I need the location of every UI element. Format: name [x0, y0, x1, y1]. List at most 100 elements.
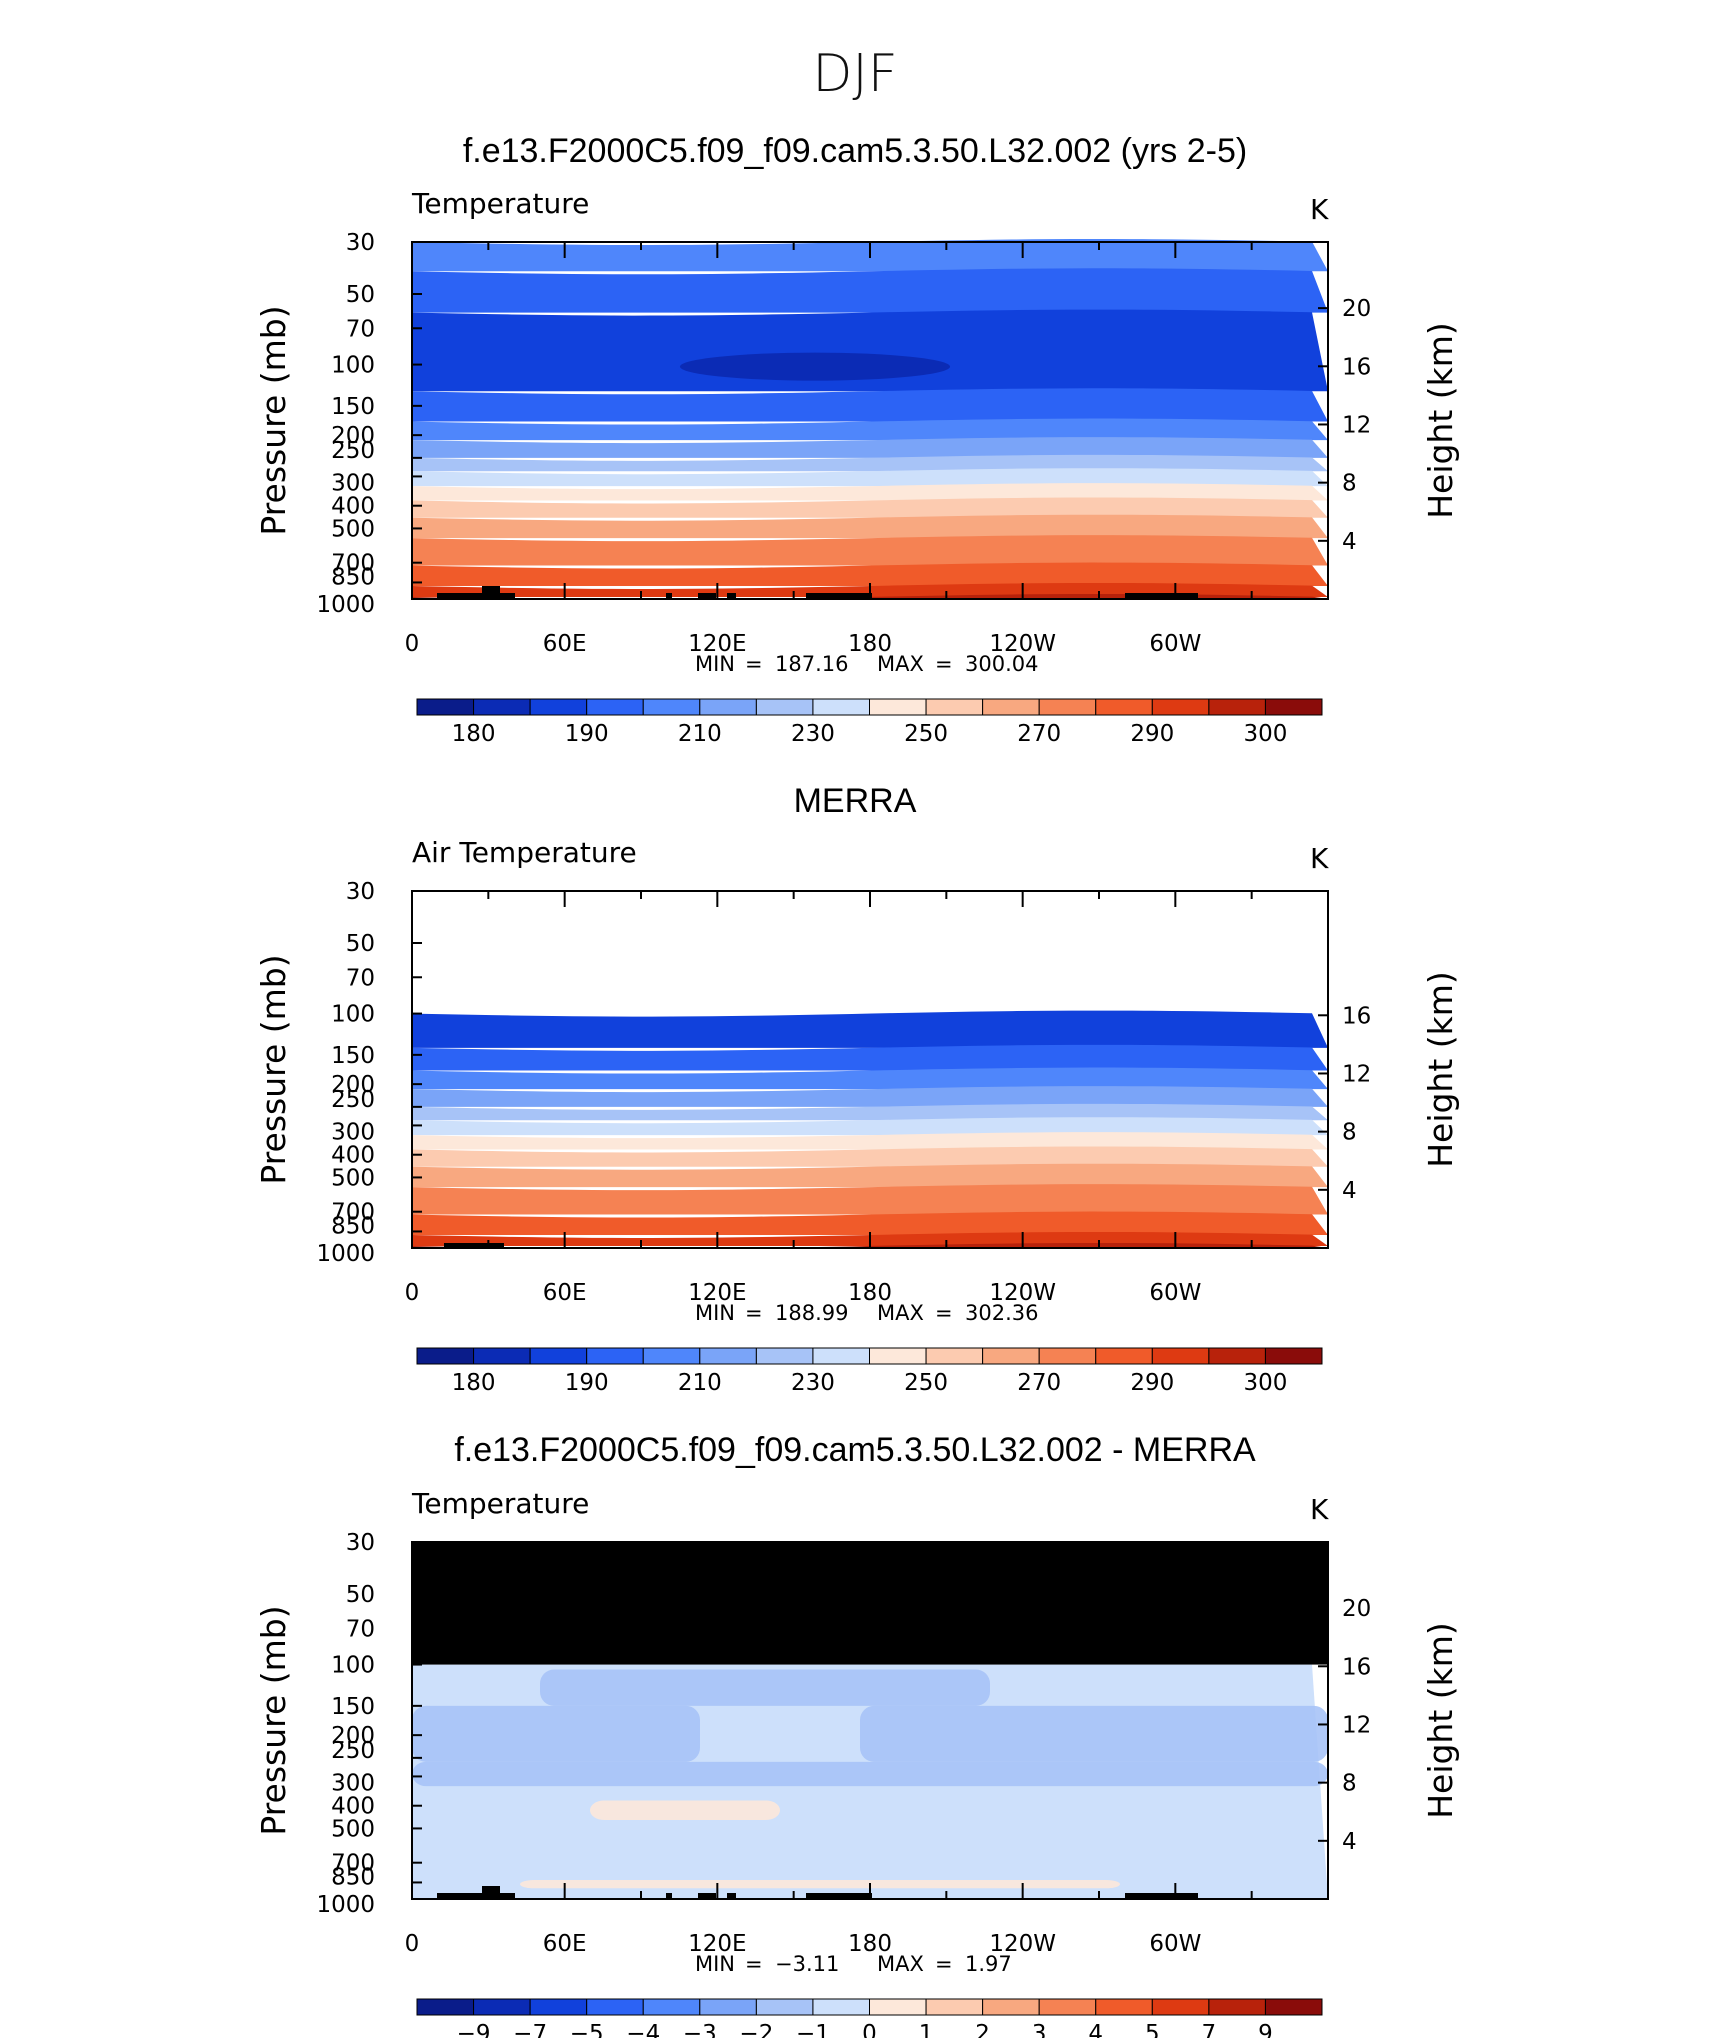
y2-tick-label: 8 [1342, 1771, 1357, 1797]
x-tick-label: 120W [989, 1931, 1056, 1957]
y-tick-label: 850 [331, 1864, 375, 1890]
stat-max-label: MAX [877, 652, 924, 676]
contour-band [412, 468, 1328, 487]
y-tick-label: 30 [346, 879, 375, 905]
colorbar-label: 210 [678, 1370, 722, 1396]
terrain-block [698, 593, 716, 599]
colorbar-box [529, 1998, 588, 2016]
x-tick-label: 120E [688, 1931, 746, 1957]
contour-band [412, 1132, 1328, 1150]
y-tick-label: 1000 [316, 1892, 375, 1918]
y-tick-label: 700 [331, 1200, 375, 1226]
units-label: K [1310, 193, 1329, 226]
y-tick-label: 100 [331, 1002, 375, 1028]
y2-axis-label: Height (km) [1421, 322, 1460, 519]
y2-tick-label: 20 [1342, 296, 1371, 322]
contour-band [412, 1044, 1328, 1071]
y-tick-label: 400 [331, 1143, 375, 1169]
contour-band [412, 483, 1328, 501]
terrain-block [437, 593, 515, 599]
x-tick-label: 0 [405, 631, 420, 657]
colorbar-label: 300 [1243, 1370, 1287, 1396]
stat-min-label: MIN [695, 1952, 735, 1976]
contour-patch [860, 1705, 1328, 1762]
colorbar-label: 4 [1088, 2021, 1103, 2038]
stat-max-label: MAX [877, 1952, 924, 1976]
panel-title: f.e13.F2000C5.f09_f09.cam5.3.50.L32.002 … [454, 1431, 1256, 1469]
colorbar-label: 180 [452, 1370, 496, 1396]
panel-title: MERRA [793, 782, 917, 820]
colorbar-label: −4 [626, 2021, 660, 2038]
y-tick-label: 700 [331, 1851, 375, 1877]
colorbar-label: 9 [1258, 2021, 1273, 2038]
contour-patch [540, 1669, 990, 1706]
colorbar-label: −3 [683, 2021, 717, 2038]
contour-patch [520, 1880, 1120, 1889]
y-tick-label: 250 [331, 438, 375, 464]
colorbar-box [1264, 698, 1323, 716]
colorbar-label: 3 [1032, 2021, 1047, 2038]
colorbar-label: 190 [565, 1370, 609, 1396]
contour-band [412, 418, 1328, 441]
x-tick-label: 120W [989, 631, 1056, 657]
y-axis-label: Pressure (mb) [254, 305, 293, 535]
colorbar-box [1038, 1998, 1097, 2016]
y-tick-label: 150 [331, 394, 375, 420]
terrain-block [666, 593, 672, 599]
x-tick-label: 60W [1149, 1280, 1201, 1306]
x-tick-label: 0 [405, 1931, 420, 1957]
colorbar-box [869, 1998, 927, 2016]
y-tick-label: 70 [346, 965, 375, 991]
y-tick-label: 400 [331, 1794, 375, 1820]
y2-tick-label: 16 [1342, 1003, 1371, 1029]
y2-tick-label: 20 [1342, 1596, 1371, 1622]
y-tick-label: 100 [331, 1653, 375, 1679]
terrain-block [1125, 593, 1198, 599]
x-tick-label: 180 [848, 1280, 892, 1306]
terrain-block [727, 1893, 736, 1899]
contour-band [412, 514, 1328, 539]
y-tick-label: 50 [346, 1582, 375, 1608]
y2-tick-label: 4 [1342, 529, 1357, 555]
contour-band [412, 388, 1328, 422]
y2-tick-label: 16 [1342, 1654, 1371, 1680]
chart-svg: Temperature K3050701001502002503004005007… [254, 187, 1460, 747]
colorbar-label: 230 [791, 721, 835, 747]
colorbar-label: 1 [919, 2021, 934, 2038]
y2-tick-label: 12 [1342, 412, 1371, 438]
y-tick-label: 400 [331, 494, 375, 520]
colorbar-label: −5 [570, 2021, 604, 2038]
contour-band [412, 1010, 1328, 1048]
colorbar-label: 5 [1145, 2021, 1160, 2038]
x-tick-label: 60E [543, 1280, 587, 1306]
panel-left-label: Temperature [411, 1487, 589, 1520]
stat-min-label: MIN [695, 1301, 735, 1325]
x-tick-label: 60W [1149, 1931, 1201, 1957]
contour-band [412, 454, 1328, 472]
contour-band [412, 1117, 1328, 1136]
colorbar-label: −2 [739, 2021, 773, 2038]
colorbar-label: 250 [904, 721, 948, 747]
colorbar-label: 300 [1243, 721, 1287, 747]
colorbar-label: 290 [1130, 1370, 1174, 1396]
colorbar-box [1264, 1998, 1323, 2016]
contour-band [412, 562, 1328, 586]
colorbar-label: −1 [796, 2021, 830, 2038]
colorbar-label: −7 [513, 2021, 547, 2038]
stat-max-value: 300.04 [965, 652, 1038, 676]
y2-tick-label: 12 [1342, 1061, 1371, 1087]
contour-patch [412, 1705, 700, 1762]
stat-min-value: 188.99 [775, 1301, 848, 1325]
y-tick-label: 300 [331, 1770, 375, 1796]
contour-band [412, 535, 1328, 566]
colorbar-box [699, 1998, 757, 2016]
page-title: DJF [812, 44, 898, 104]
contour-band [412, 1103, 1328, 1121]
panel-title: f.e13.F2000C5.f09_f09.cam5.3.50.L32.002 … [462, 132, 1248, 170]
y-tick-label: 200 [331, 1723, 375, 1749]
y-tick-label: 500 [331, 1165, 375, 1191]
terrain-block [698, 1893, 716, 1899]
y-tick-label: 250 [331, 1087, 375, 1113]
